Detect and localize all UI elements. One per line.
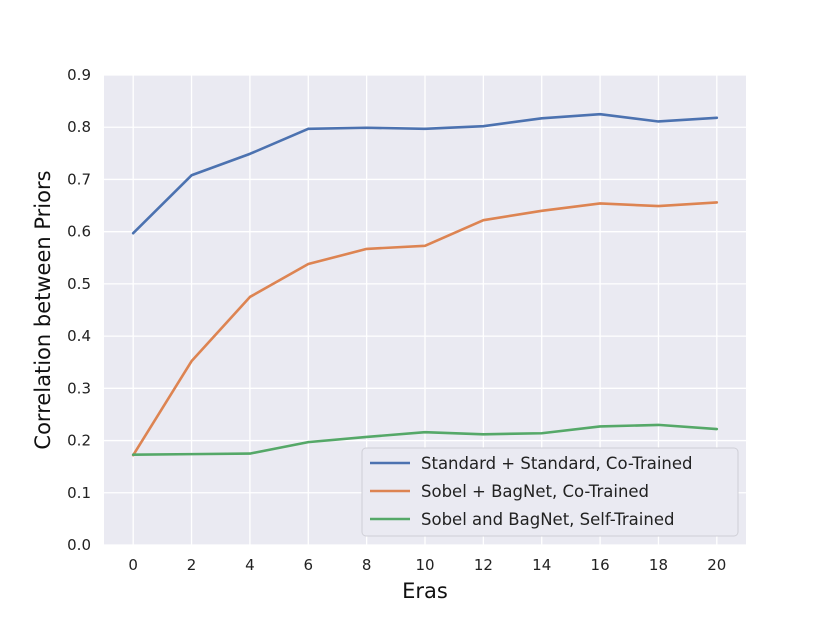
x-tick-label: 12 (474, 556, 493, 574)
x-tick-label: 0 (128, 556, 138, 574)
legend-box (361, 447, 739, 537)
x-tick-label: 10 (415, 556, 434, 574)
legend-label-3: Sobel and BagNet, Self-Trained (421, 510, 674, 529)
x-tick-label: 6 (303, 556, 313, 574)
legend-label-1: Standard + Standard, Co-Trained (421, 454, 693, 473)
y-tick-labels: 0.0 0.1 0.2 0.3 0.4 0.5 0.6 0.7 0.8 0.9 (67, 66, 91, 554)
y-tick-label: 0.0 (67, 536, 91, 554)
legend-label-2: Sobel + BagNet, Co-Trained (421, 482, 649, 501)
series-line-1 (131, 112, 719, 235)
y-tick-label: 0.5 (67, 275, 91, 293)
x-tick-label: 2 (187, 556, 197, 574)
y-tick-label: 0.2 (67, 432, 91, 450)
x-tick-label: 20 (707, 556, 726, 574)
y-tick-label: 0.1 (67, 484, 91, 502)
legend: Standard + Standard, Co-Trained Sobel + B… (361, 447, 739, 537)
y-tick-label: 0.6 (67, 223, 91, 241)
x-tick-label: 8 (362, 556, 372, 574)
series-line-3 (131, 423, 719, 456)
x-tick-label: 14 (532, 556, 551, 574)
y-tick-label: 0.4 (67, 327, 91, 345)
x-axis-title: Eras (402, 579, 448, 603)
y-tick-label: 0.3 (67, 379, 91, 397)
legend-entries: Standard + Standard, Co-Trained Sobel + B… (370, 454, 693, 529)
x-tick-label: 4 (245, 556, 255, 574)
y-tick-label: 0.7 (67, 170, 91, 188)
series-line-2 (131, 201, 719, 457)
series-lines (131, 112, 719, 457)
x-tick-label: 16 (591, 556, 610, 574)
x-tick-labels: 0 2 4 6 8 10 12 14 16 18 20 (128, 556, 726, 574)
x-tick-label: 18 (649, 556, 668, 574)
y-axis-title: Correlation between Priors (31, 170, 55, 449)
y-tick-label: 0.8 (67, 118, 91, 136)
y-tick-label: 0.9 (67, 66, 91, 84)
